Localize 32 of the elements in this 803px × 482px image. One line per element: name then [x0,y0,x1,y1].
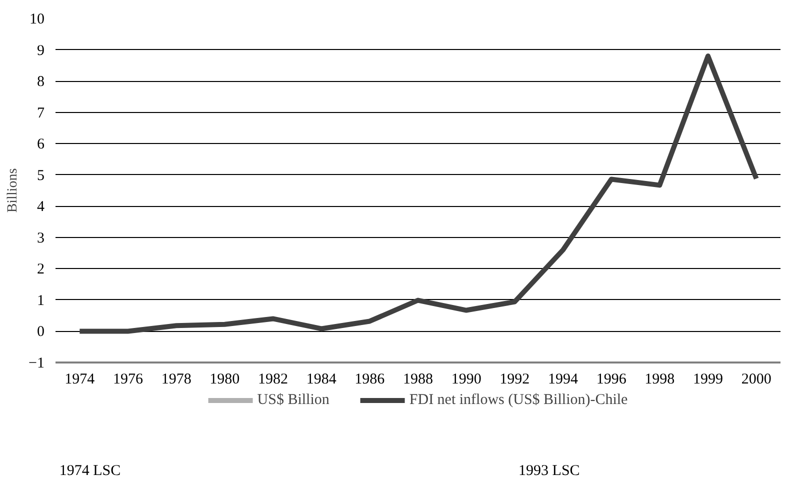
x-tick-label: 1982 [258,372,288,388]
y-tick-label: −1 [28,356,45,372]
y-tick-label: 3 [37,230,44,246]
y-tick-label: 9 [37,42,44,59]
x-tick-label: 1976 [113,372,144,388]
legend-label: US$ Billion [257,392,330,408]
x-tick-label: 1978 [161,372,192,388]
x-tick-label: 2000 [741,372,772,388]
y-tick-label: 4 [37,199,45,216]
x-tick-label: 1992 [500,372,530,388]
x-tick-label: 1994 [548,372,578,388]
legend-label: FDI net inflows (US$ Billion)-Chile [409,392,628,408]
y-tick-label: 7 [37,105,45,122]
y-tick-label: 2 [37,262,44,278]
y-tick-label: 6 [37,136,45,153]
x-tick-label: 1996 [596,372,627,388]
x-tick-label: 1986 [354,372,386,388]
x-tick-label: 1988 [403,372,433,388]
y-tick-label: 1 [37,292,44,309]
x-tick-label: 1980 [210,372,240,388]
x-tick-label: 1999 [693,372,723,388]
text: 1993 LSC [518,463,580,480]
x-tick-label: 1998 [644,372,675,388]
y-tick-label: 0 [37,324,44,340]
y-tick-label: 5 [37,168,44,184]
x-tick-label: 1974 [64,372,96,388]
x-tick-label: 1990 [451,372,482,388]
y-tick-label: 8 [37,74,44,90]
x-tick-label: 1984 [306,372,337,388]
text: 1974 LSC [59,463,121,480]
y-axis-title: Billions [6,168,21,213]
y-tick-label: 10 [30,12,44,28]
